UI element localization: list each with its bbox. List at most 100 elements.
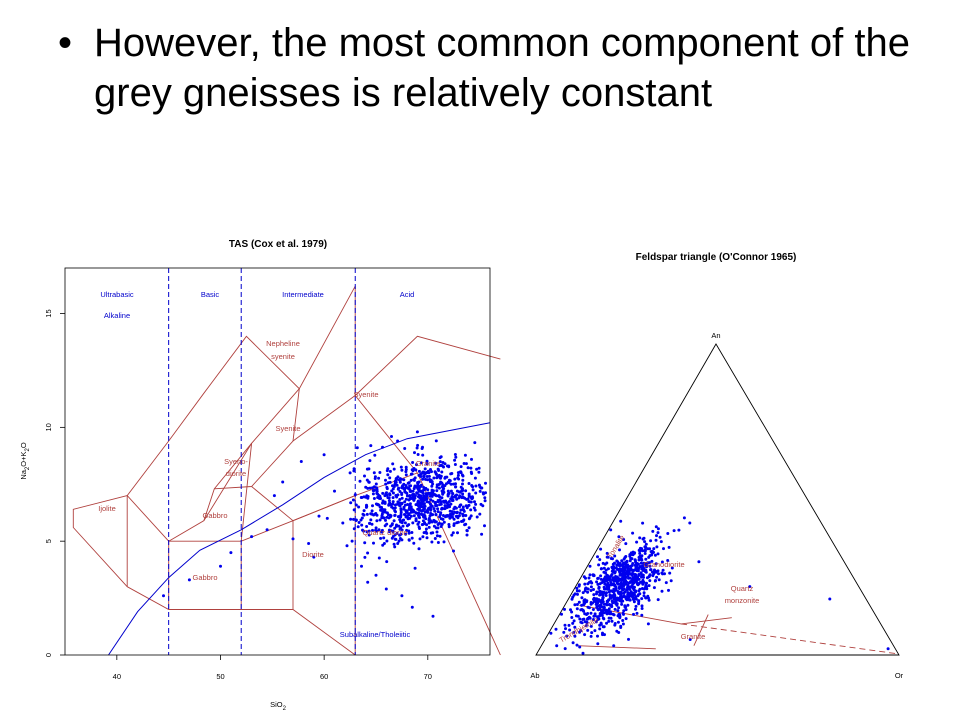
tas-point <box>424 517 428 521</box>
triangle-point <box>640 604 644 608</box>
triangle-point <box>607 619 611 623</box>
tas-point <box>445 514 449 517</box>
triangle-point <box>640 613 644 617</box>
tas-point <box>370 522 374 526</box>
tas-point <box>440 470 444 474</box>
tas-point <box>431 614 435 618</box>
tas-point <box>430 504 434 508</box>
triangle-point <box>629 556 633 560</box>
triangle-point <box>628 559 632 563</box>
tas-point <box>391 530 395 534</box>
triangle-point <box>627 595 631 599</box>
triangle-point <box>597 585 601 589</box>
triangle-point <box>637 548 641 552</box>
tas-point <box>395 483 399 487</box>
tas-point <box>417 525 421 529</box>
tas-point <box>396 500 400 504</box>
tas-point <box>400 468 404 472</box>
x-tick-label: 50 <box>216 672 224 681</box>
triangle-point <box>637 599 641 603</box>
triangle-point <box>603 587 606 591</box>
tas-point <box>407 529 411 533</box>
triangle-point <box>623 590 627 594</box>
tas-point <box>436 483 440 487</box>
tas-point <box>459 485 463 489</box>
tas-point <box>407 531 411 535</box>
triangle-point <box>636 583 640 587</box>
triangle-point <box>622 538 626 541</box>
feldspar-triangle-chart: Feldspar triangle (O'Connor 1965) An Ab … <box>530 252 903 680</box>
triangle-point <box>660 589 664 593</box>
triangle-point <box>572 630 576 634</box>
triangle-point <box>589 585 593 589</box>
triangle-point <box>643 549 647 553</box>
tas-point <box>415 463 418 467</box>
tas-point <box>377 528 381 532</box>
tas-point <box>421 445 424 449</box>
x-axis-label: SiO2 <box>270 700 287 712</box>
triangle-point <box>596 555 599 559</box>
triangle-point <box>637 573 641 576</box>
tas-point <box>367 533 371 537</box>
triangle-point <box>637 589 641 593</box>
tas-point <box>399 465 403 469</box>
tas-chart: TAS (Cox et al. 1979) 40 50 60 70 0 5 10 15 SiO2… <box>19 239 501 712</box>
triangle-point <box>669 579 673 583</box>
triangle-point <box>595 592 598 596</box>
tas-point <box>465 529 469 532</box>
triangle-point <box>613 554 617 558</box>
triangle-point <box>652 586 656 590</box>
tas-point <box>397 524 401 528</box>
tas-point <box>375 519 379 523</box>
tas-point <box>436 494 440 498</box>
tas-point <box>359 496 363 499</box>
tas-point <box>443 504 447 508</box>
tas-point <box>388 480 392 484</box>
slide-heading: However, the most common component of th… <box>94 21 910 115</box>
tas-point <box>448 509 452 513</box>
tas-point <box>393 503 397 507</box>
triangle-point <box>667 545 671 549</box>
triangle-point <box>611 569 615 573</box>
tas-point <box>371 492 375 496</box>
triangle-point <box>626 603 630 607</box>
tas-point <box>374 502 378 506</box>
tas-point <box>461 505 465 509</box>
triangle-point <box>607 607 611 611</box>
triangle-point <box>613 561 616 565</box>
triangle-point <box>598 627 602 631</box>
tas-point <box>425 523 429 527</box>
tas-point <box>384 482 388 486</box>
tas-point <box>291 537 295 541</box>
tas-point <box>367 480 371 484</box>
triangle-point <box>657 578 661 582</box>
tas-point <box>453 463 457 466</box>
triangle-point <box>666 559 670 562</box>
triangle-point <box>619 584 623 588</box>
tas-point <box>391 462 395 466</box>
tas-point <box>391 500 395 504</box>
tas-point <box>453 495 457 499</box>
triangle-point <box>587 576 591 580</box>
triangle-point <box>634 595 638 599</box>
tas-point <box>187 578 191 582</box>
triangle-point <box>642 567 646 571</box>
triangle-point <box>653 569 657 573</box>
triangle-point <box>646 622 650 626</box>
triangle-point <box>583 598 587 602</box>
triangle-point <box>607 587 611 591</box>
tas-point <box>416 500 420 504</box>
tas-point <box>452 549 455 553</box>
tas-point <box>427 471 431 475</box>
tas-point <box>400 496 404 500</box>
tas-point <box>409 514 413 518</box>
triangle-point <box>582 575 586 579</box>
tas-point <box>360 564 363 568</box>
triangle-point <box>621 574 625 578</box>
tas-point <box>464 504 468 508</box>
triangle-point <box>656 598 660 602</box>
triangle-point <box>595 597 599 601</box>
triangle-point <box>595 580 599 584</box>
triangle-point <box>555 644 559 648</box>
tas-point <box>449 497 453 501</box>
